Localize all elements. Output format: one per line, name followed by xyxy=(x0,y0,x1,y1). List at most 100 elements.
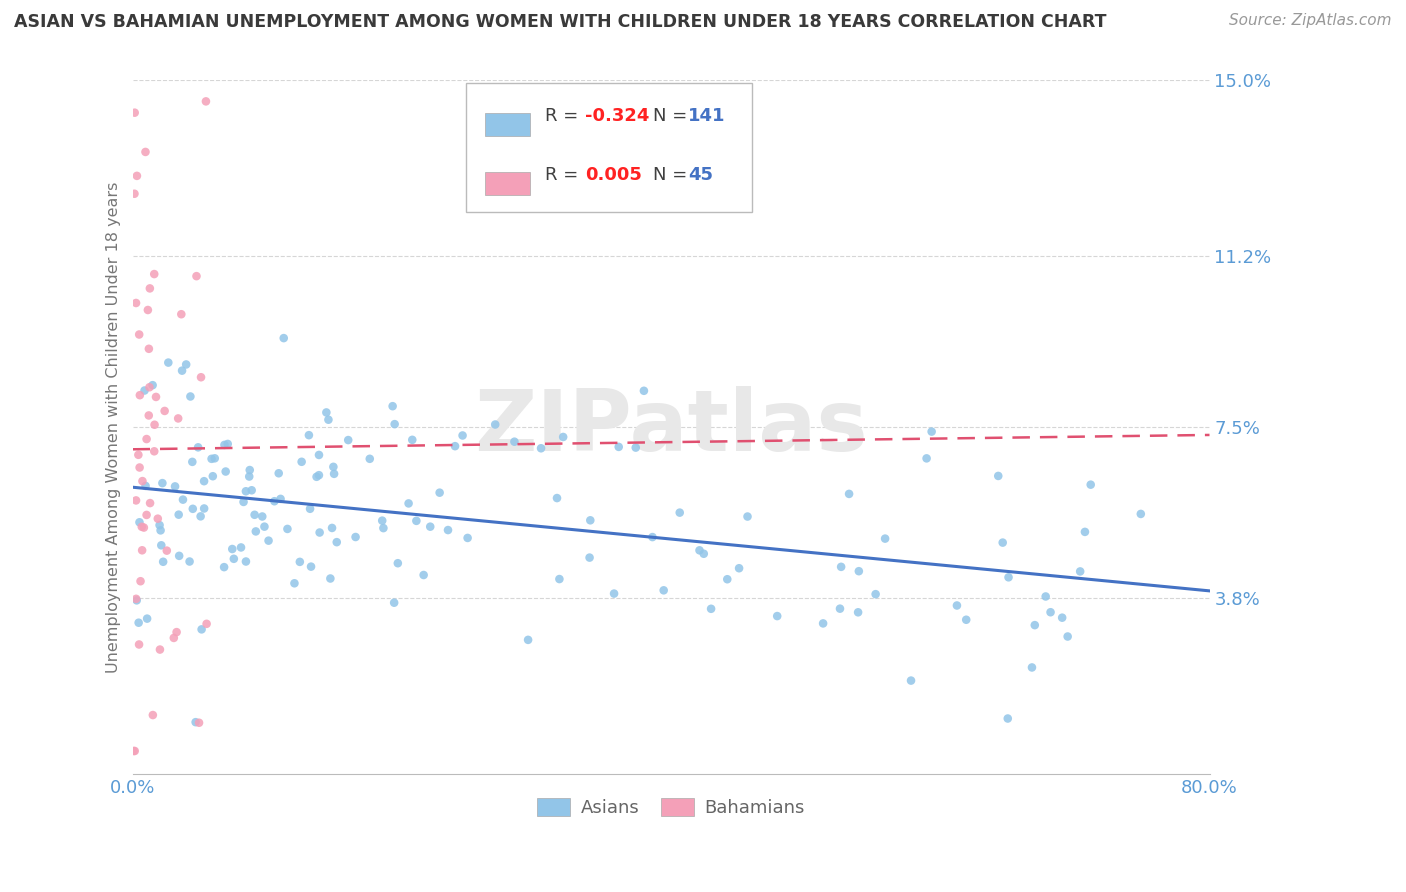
Point xyxy=(811,616,834,631)
Point xyxy=(222,551,245,566)
Point xyxy=(165,479,187,493)
Point xyxy=(865,587,887,601)
Point xyxy=(1024,618,1046,632)
Point xyxy=(215,465,238,479)
Point xyxy=(188,715,211,730)
Point xyxy=(848,564,870,578)
FancyBboxPatch shape xyxy=(467,84,752,212)
Point xyxy=(326,535,349,549)
Point xyxy=(245,524,267,539)
Point xyxy=(143,267,166,281)
Point xyxy=(129,574,152,589)
Point xyxy=(305,470,328,484)
Point xyxy=(429,485,451,500)
Point xyxy=(167,549,190,563)
Text: ZIPatlas: ZIPatlas xyxy=(474,385,868,468)
Point xyxy=(830,559,852,574)
Point xyxy=(134,145,156,159)
Point xyxy=(579,513,602,527)
Point xyxy=(946,599,969,613)
Point xyxy=(128,327,150,342)
Point xyxy=(1056,630,1078,644)
Point xyxy=(955,613,977,627)
Point xyxy=(135,508,157,522)
Point xyxy=(136,612,159,626)
Point xyxy=(273,331,295,345)
Point xyxy=(148,518,170,533)
Point xyxy=(276,522,298,536)
Point xyxy=(344,530,367,544)
Point xyxy=(728,561,751,575)
Point xyxy=(132,520,155,534)
Point xyxy=(217,437,239,451)
Point xyxy=(322,459,344,474)
Point xyxy=(214,438,236,452)
Point xyxy=(190,623,212,637)
Point xyxy=(267,467,290,481)
Point xyxy=(135,432,157,446)
Point xyxy=(128,388,150,402)
Point xyxy=(143,417,166,432)
Point xyxy=(503,434,526,449)
Point xyxy=(128,638,150,652)
Point xyxy=(1080,477,1102,491)
Point xyxy=(291,455,314,469)
Point xyxy=(149,642,172,657)
Point xyxy=(139,496,162,510)
Point xyxy=(172,492,194,507)
Point xyxy=(194,95,217,109)
Point xyxy=(900,673,922,688)
Point xyxy=(127,448,149,462)
Point xyxy=(201,469,224,483)
Point xyxy=(181,455,204,469)
Point xyxy=(693,547,716,561)
Point xyxy=(122,744,145,758)
Point xyxy=(170,364,193,378)
Point xyxy=(398,496,420,510)
Point xyxy=(134,384,156,398)
Point xyxy=(838,487,860,501)
Point xyxy=(624,441,647,455)
Point xyxy=(633,384,655,398)
Point xyxy=(153,404,176,418)
Point xyxy=(193,474,215,488)
Point xyxy=(128,516,150,530)
Point xyxy=(517,632,540,647)
Point xyxy=(319,572,342,586)
Point xyxy=(243,508,266,522)
Point xyxy=(288,555,311,569)
Point xyxy=(548,572,571,586)
Point xyxy=(323,467,346,481)
Point xyxy=(308,448,330,462)
Point xyxy=(136,303,159,318)
Point xyxy=(179,555,201,569)
Point xyxy=(1021,660,1043,674)
Point xyxy=(373,521,395,535)
Point xyxy=(184,715,207,730)
Point xyxy=(156,543,179,558)
Point xyxy=(384,417,406,431)
Point xyxy=(142,708,165,723)
Point xyxy=(1069,565,1091,579)
Point xyxy=(689,543,711,558)
Point xyxy=(405,514,427,528)
Text: N =: N = xyxy=(652,166,693,184)
Text: 0.005: 0.005 xyxy=(585,166,641,184)
Point xyxy=(167,508,190,522)
Text: N =: N = xyxy=(652,107,693,125)
Point xyxy=(484,417,506,432)
Legend: Asians, Bahamians: Asians, Bahamians xyxy=(530,790,811,824)
Point xyxy=(308,525,330,540)
Point xyxy=(444,439,467,453)
Point xyxy=(299,501,322,516)
Point xyxy=(652,583,675,598)
Point xyxy=(125,493,148,508)
Point xyxy=(766,609,789,624)
Text: 45: 45 xyxy=(688,166,713,184)
FancyBboxPatch shape xyxy=(485,171,530,194)
Point xyxy=(138,380,160,394)
Point xyxy=(915,451,938,466)
Y-axis label: Unemployment Among Women with Children Under 18 years: Unemployment Among Women with Children U… xyxy=(107,181,121,673)
Text: -0.324: -0.324 xyxy=(585,107,650,125)
Point xyxy=(170,307,193,321)
